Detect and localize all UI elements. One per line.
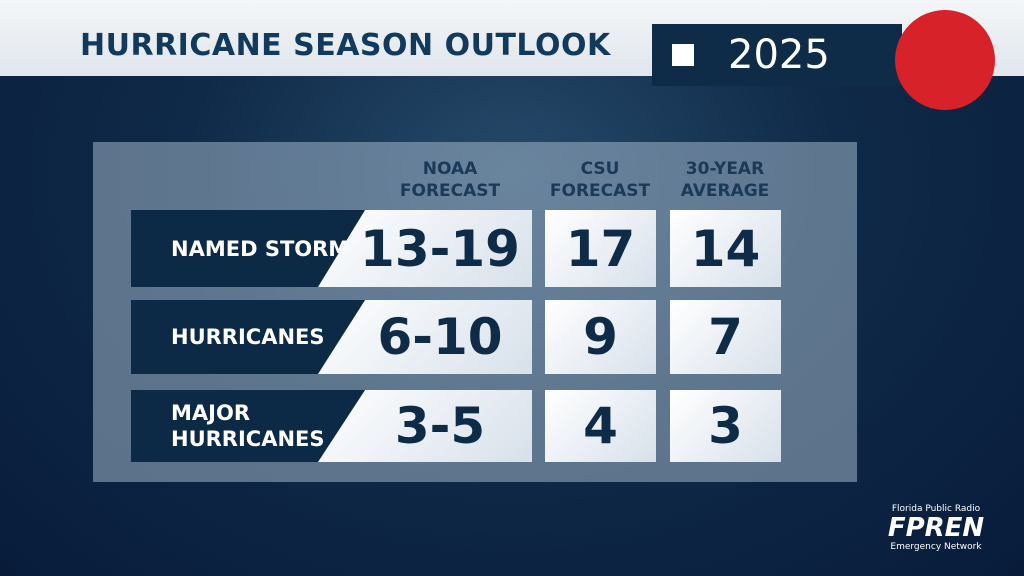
cell-value: 9 <box>545 300 656 374</box>
logo-line: Emergency Network <box>890 542 982 552</box>
cell-value: 4 <box>545 390 656 462</box>
logo-line: Florida Public Radio <box>891 504 981 514</box>
row-label: MAJOR HURRICANES <box>131 390 367 462</box>
cell-value: 3-5 <box>318 390 532 462</box>
fpren-logo: Florida Public Radio FPREN Emergency Net… <box>872 504 1000 552</box>
year: 2025 <box>728 32 830 78</box>
cell-value: 3 <box>670 390 781 462</box>
hurricane-logo <box>895 10 995 110</box>
cell-value: 7 <box>670 300 781 374</box>
column-header: NOAA FORECAST <box>399 159 501 201</box>
cell-value: 14 <box>670 210 781 287</box>
title: HURRICANE SEASON OUTLOOK <box>80 28 611 63</box>
cell-value: 17 <box>545 210 656 287</box>
year-square <box>672 44 694 66</box>
column-header: 30-YEAR AVERAGE <box>680 159 770 201</box>
column-header: CSU FORECAST <box>549 159 651 201</box>
logo-text: FPREN <box>887 513 985 543</box>
